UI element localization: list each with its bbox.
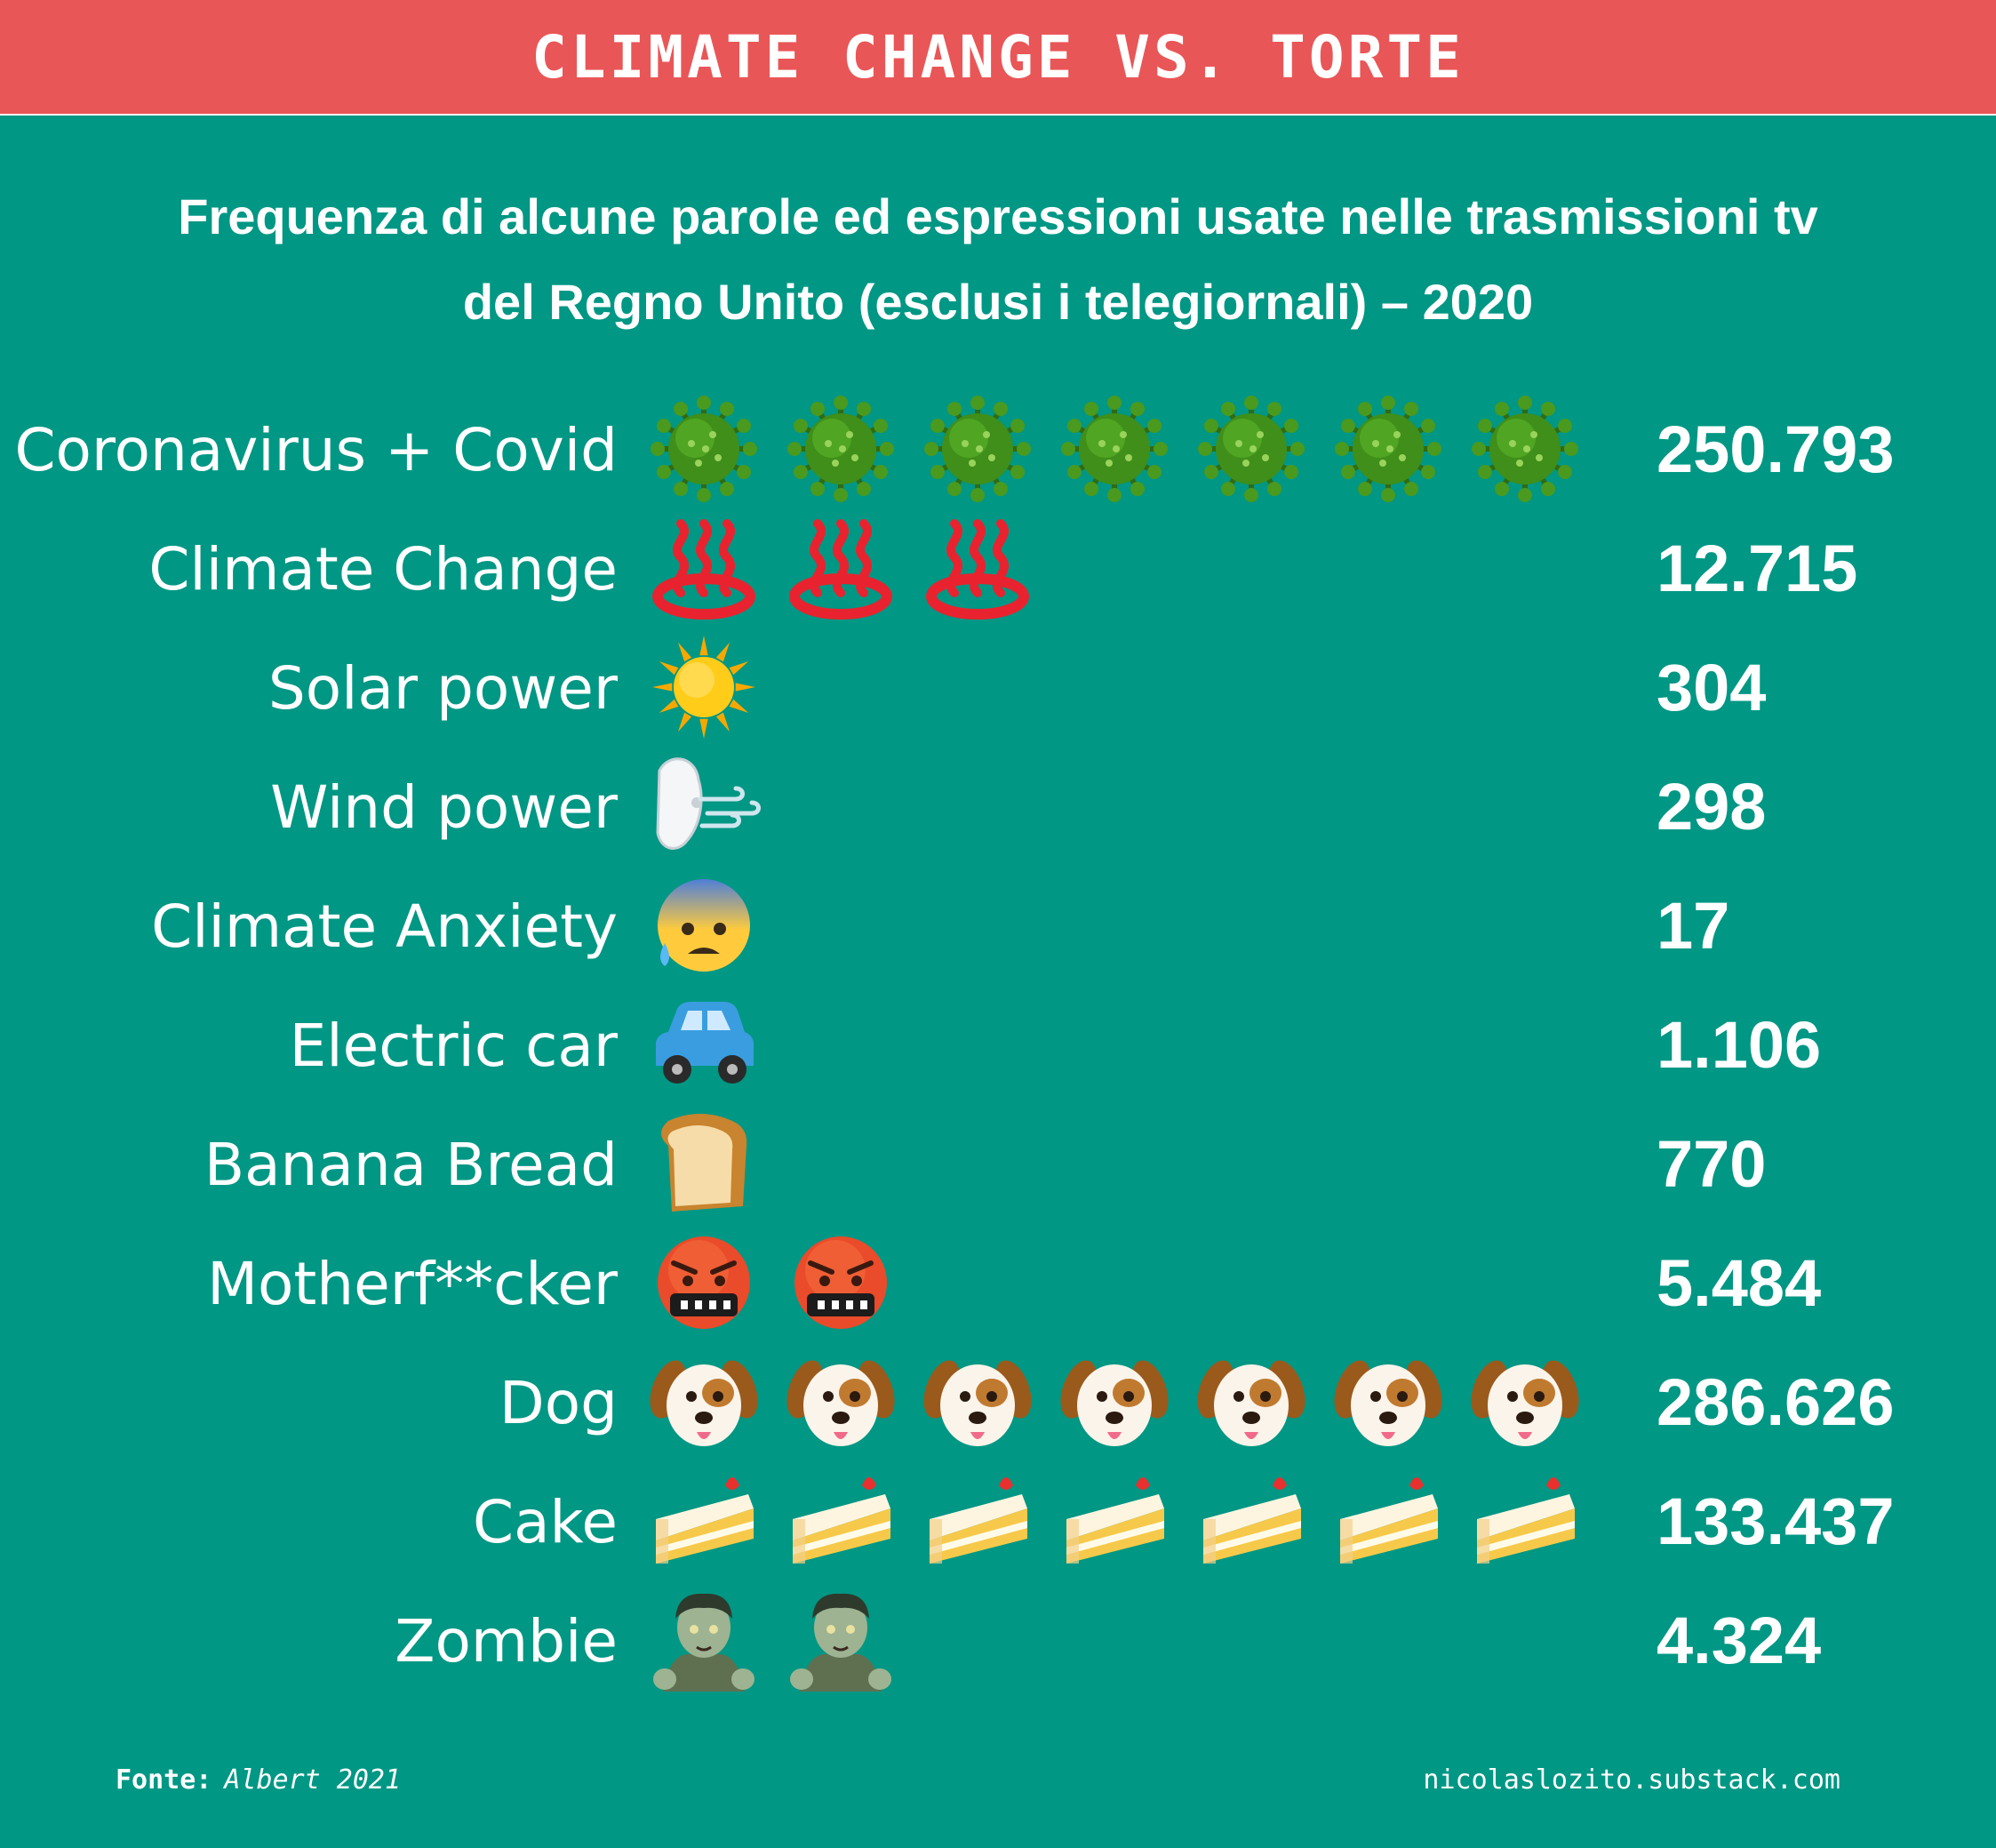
virus-icon — [787, 396, 894, 502]
cake-slice-icon — [1477, 1477, 1575, 1564]
dog-face-icon — [1471, 1360, 1579, 1446]
source-label: Fonte: — [116, 1764, 212, 1796]
cursing-face-icon — [658, 1236, 750, 1329]
row-label: Banana Bread — [204, 1131, 618, 1199]
source-value: Albert 2021 — [224, 1764, 402, 1796]
subtitle-line-1: Frequenza di alcune parole ed espression… — [178, 188, 1818, 244]
cake-slice-icon — [656, 1477, 754, 1564]
row-value: 17 — [1657, 889, 1729, 963]
cake-slice-icon — [930, 1477, 1027, 1564]
cake-slice-icon — [1066, 1477, 1164, 1564]
virus-icon — [1061, 396, 1168, 502]
wind-face-icon — [656, 757, 761, 850]
zombie-icon — [653, 1593, 754, 1692]
footer-source: Fonte: Albert 2021 — [116, 1764, 401, 1796]
cake-slice-icon — [1340, 1477, 1438, 1564]
dog-face-icon — [1197, 1360, 1305, 1446]
chart-row: Dog 286.626 — [499, 1360, 1895, 1446]
dog-face-icon — [1060, 1360, 1169, 1446]
row-value: 286.626 — [1657, 1365, 1895, 1439]
subtitle-line-2: del Regno Unito (esclusi i telegiornali)… — [462, 274, 1534, 330]
virus-icon — [1335, 396, 1441, 502]
chart-row: Motherf**cker 5.484 — [207, 1236, 1821, 1329]
cursing-face-icon — [794, 1236, 887, 1329]
row-label: Climate Anxiety — [151, 892, 618, 961]
virus-icon — [1198, 396, 1305, 502]
row-label: Coronavirus + Covid — [14, 416, 618, 484]
footer-credit: nicolaslozito.substack.com — [1423, 1764, 1840, 1796]
virus-icon — [651, 396, 757, 502]
dog-face-icon — [923, 1360, 1032, 1446]
chart-row: Solar power 304 — [268, 636, 1766, 739]
row-label: Wind power — [270, 773, 619, 842]
chart-row: Climate Change 12.715 — [148, 519, 1857, 620]
row-value: 5.484 — [1657, 1246, 1821, 1320]
dog-face-icon — [650, 1360, 758, 1446]
row-label: Electric car — [290, 1012, 619, 1080]
zombie-icon — [790, 1593, 891, 1692]
header-title: CLIMATE CHANGE VS. TORTE — [531, 22, 1465, 92]
chart-row: Coronavirus + Covid 250.793 — [14, 396, 1895, 502]
row-value: 770 — [1657, 1127, 1766, 1201]
row-value: 250.793 — [1657, 412, 1895, 486]
virus-icon — [1472, 396, 1578, 502]
chart-row: Wind power 298 — [270, 757, 1766, 850]
row-label: Dog — [499, 1369, 618, 1437]
chart-subtitle: Frequenza di alcune parole ed espression… — [0, 174, 1996, 345]
row-value: 304 — [1657, 651, 1766, 724]
sun-icon — [652, 636, 755, 739]
row-value: 4.324 — [1657, 1604, 1821, 1677]
chart-row: Electric car 1.106 — [290, 1002, 1821, 1084]
row-value: 133.437 — [1657, 1484, 1895, 1558]
car-icon — [656, 1002, 754, 1084]
hot-springs-icon — [926, 519, 1029, 620]
row-label: Cake — [473, 1488, 618, 1556]
chart-row: Cake 133.437 — [473, 1477, 1895, 1564]
dog-face-icon — [786, 1360, 895, 1446]
hot-springs-icon — [652, 519, 755, 620]
row-value: 298 — [1657, 770, 1766, 844]
row-label: Climate Change — [148, 535, 618, 604]
row-label: Zombie — [395, 1607, 618, 1676]
anxious-face-icon — [658, 879, 750, 972]
bread-icon — [661, 1114, 747, 1212]
dog-face-icon — [1334, 1360, 1442, 1446]
cake-slice-icon — [1203, 1477, 1301, 1564]
hot-springs-icon — [789, 519, 892, 620]
cake-slice-icon — [793, 1477, 890, 1564]
header-bar: CLIMATE CHANGE VS. TORTE — [0, 0, 1996, 116]
chart-row: Banana Bread 770 — [204, 1114, 1766, 1212]
row-label: Solar power — [268, 654, 619, 723]
chart-row: Zombie 4.324 — [395, 1593, 1821, 1692]
row-value: 1.106 — [1657, 1008, 1821, 1082]
row-label: Motherf**cker — [207, 1250, 619, 1318]
virus-icon — [924, 396, 1031, 502]
row-value: 12.715 — [1657, 532, 1857, 605]
chart-row: Climate Anxiety 17 — [151, 879, 1729, 972]
